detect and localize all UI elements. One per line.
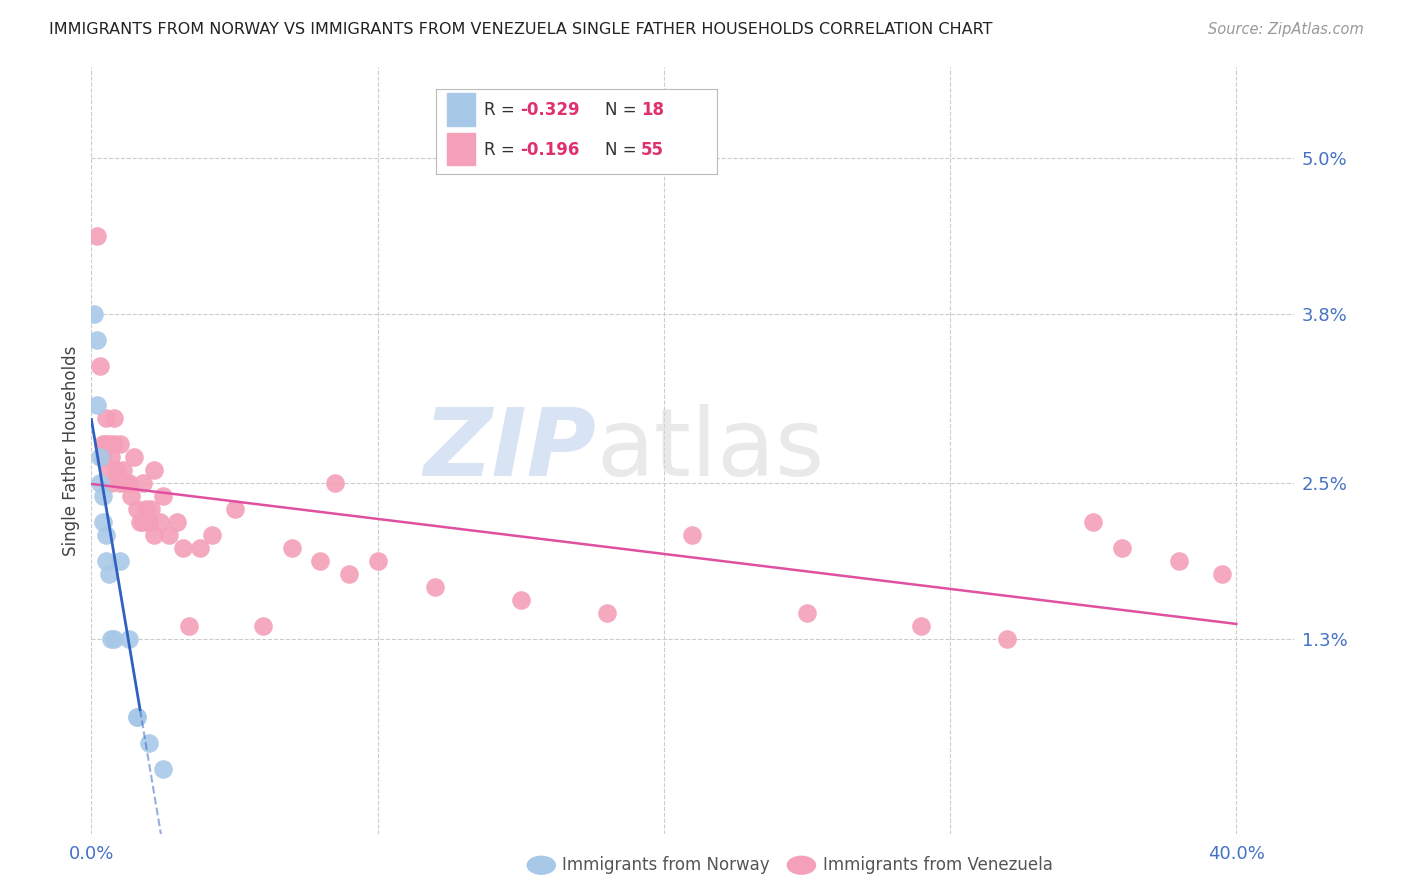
Point <box>201 528 224 542</box>
Point <box>91 450 114 464</box>
Point <box>281 541 304 555</box>
Point <box>121 489 143 503</box>
Point <box>681 528 703 542</box>
Point <box>89 359 111 373</box>
Point <box>108 475 131 490</box>
Point <box>143 463 166 477</box>
Point <box>309 554 332 568</box>
Point <box>127 710 149 724</box>
Point <box>89 475 111 490</box>
Point <box>188 541 211 555</box>
Point <box>100 632 122 646</box>
Text: 18: 18 <box>641 101 664 119</box>
Point <box>157 528 180 542</box>
Point <box>252 619 274 633</box>
Text: IMMIGRANTS FROM NORWAY VS IMMIGRANTS FROM VENEZUELA SINGLE FATHER HOUSEHOLDS COR: IMMIGRANTS FROM NORWAY VS IMMIGRANTS FRO… <box>49 22 993 37</box>
Point <box>124 450 146 464</box>
Point <box>323 475 346 490</box>
Point <box>94 411 117 425</box>
Text: Immigrants from Norway: Immigrants from Norway <box>562 856 770 874</box>
Point <box>108 554 131 568</box>
Point <box>152 762 174 776</box>
Point <box>143 528 166 542</box>
Point <box>132 475 155 490</box>
Bar <box>447 133 475 165</box>
Point <box>138 736 160 750</box>
Point <box>910 619 932 633</box>
Text: ZIP: ZIP <box>423 404 596 497</box>
Point <box>94 528 117 542</box>
Point <box>103 437 125 451</box>
Point <box>132 515 155 529</box>
Point <box>127 710 149 724</box>
Point <box>108 437 131 451</box>
Point <box>509 593 531 607</box>
Point <box>114 475 136 490</box>
Point <box>103 411 125 425</box>
Point <box>1168 554 1191 568</box>
Point <box>224 502 246 516</box>
Point <box>97 437 120 451</box>
Point <box>100 475 122 490</box>
Point <box>423 580 446 594</box>
Text: N =: N = <box>605 141 641 159</box>
Y-axis label: Single Father Households: Single Father Households <box>62 345 80 556</box>
Point <box>177 619 200 633</box>
Point <box>83 307 105 321</box>
Point <box>995 632 1018 646</box>
Text: R =: R = <box>484 141 520 159</box>
Text: Immigrants from Venezuela: Immigrants from Venezuela <box>823 856 1052 874</box>
Text: N =: N = <box>605 101 641 119</box>
Point <box>89 450 111 464</box>
Point <box>1211 566 1233 581</box>
Point <box>166 515 188 529</box>
Point <box>111 463 134 477</box>
Text: atlas: atlas <box>596 404 824 497</box>
Point <box>94 437 117 451</box>
Text: -0.329: -0.329 <box>520 101 579 119</box>
Point <box>91 515 114 529</box>
Point <box>117 475 139 490</box>
Point <box>105 463 128 477</box>
Point <box>152 489 174 503</box>
Point <box>138 515 160 529</box>
Text: R =: R = <box>484 101 520 119</box>
Point <box>91 437 114 451</box>
Point <box>1111 541 1133 555</box>
Point <box>149 515 172 529</box>
Point <box>86 398 108 412</box>
Point <box>337 566 360 581</box>
Point <box>97 566 120 581</box>
Point <box>127 502 149 516</box>
Text: 55: 55 <box>641 141 664 159</box>
Point <box>86 333 108 347</box>
Point <box>129 515 152 529</box>
Point <box>97 463 120 477</box>
Point <box>141 502 163 516</box>
Point <box>1081 515 1104 529</box>
Point <box>91 489 114 503</box>
Point <box>595 606 617 620</box>
Text: -0.196: -0.196 <box>520 141 579 159</box>
Point <box>172 541 194 555</box>
Point <box>135 502 157 516</box>
Point <box>94 554 117 568</box>
Point <box>86 228 108 243</box>
Point <box>367 554 389 568</box>
Point <box>117 632 139 646</box>
Point <box>103 632 125 646</box>
Text: Source: ZipAtlas.com: Source: ZipAtlas.com <box>1208 22 1364 37</box>
Bar <box>447 94 475 126</box>
Point <box>796 606 818 620</box>
Point <box>100 450 122 464</box>
